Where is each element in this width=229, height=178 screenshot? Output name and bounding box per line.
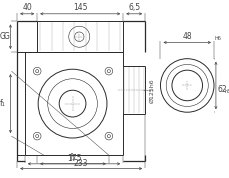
Text: f₁: f₁ [70,153,76,162]
Text: G: G [0,32,6,41]
Text: Ø125h6: Ø125h6 [149,78,154,103]
Text: 175: 175 [66,154,81,163]
Text: f₁: f₁ [0,99,6,108]
Text: 6,5: 6,5 [128,3,140,12]
Text: 40: 40 [22,3,32,12]
Text: H6: H6 [214,36,221,41]
Text: 62: 62 [217,85,226,94]
Text: h8: h8 [224,89,229,94]
Text: 233: 233 [74,159,88,168]
Text: 145: 145 [73,3,87,12]
Text: 48: 48 [182,32,191,41]
Text: G: G [4,32,9,41]
